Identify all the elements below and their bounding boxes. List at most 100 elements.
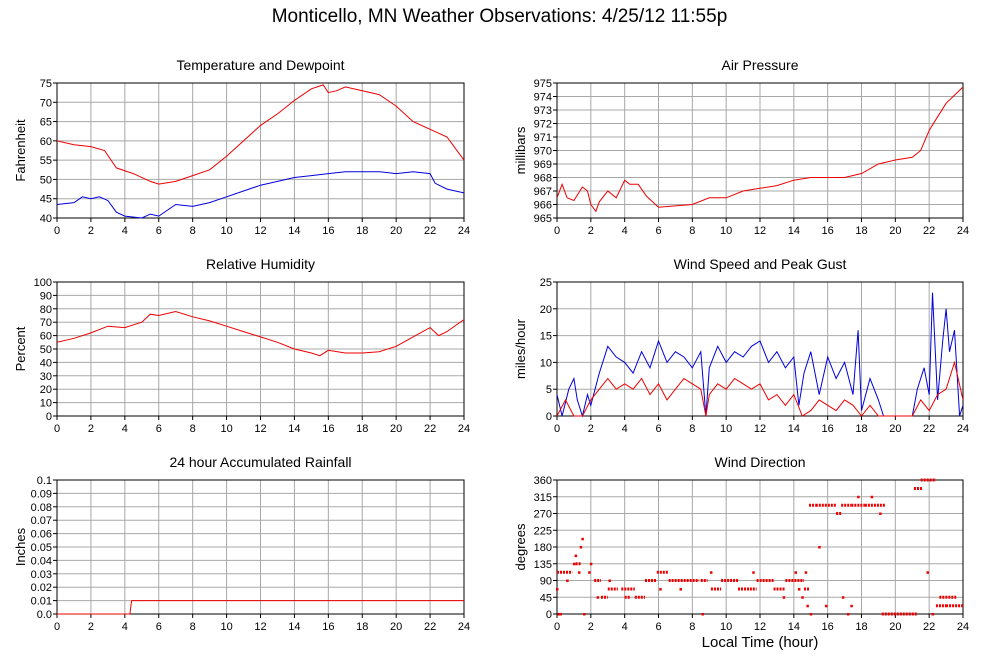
direction-point xyxy=(841,596,845,599)
x-tick-label: 18 xyxy=(855,423,867,435)
x-tick-label: 24 xyxy=(957,423,969,435)
x-tick-label: 12 xyxy=(254,423,266,435)
direction-point xyxy=(809,613,813,616)
x-tick-label: 2 xyxy=(88,225,94,237)
rain-series-line-0 xyxy=(57,600,464,615)
y-axis-label: Fahrenheit xyxy=(13,119,28,182)
y-tick-label: 967 xyxy=(534,186,552,198)
direction-point xyxy=(931,613,935,616)
x-tick-label: 2 xyxy=(588,621,594,633)
x-tick-label: 20 xyxy=(889,621,901,633)
y-tick-label: 973 xyxy=(534,105,552,117)
y-tick-label: 0.0 xyxy=(37,609,52,621)
direction-point xyxy=(797,588,801,591)
y-axis-label: degrees xyxy=(513,523,528,570)
y-tick-label: 20 xyxy=(40,384,52,396)
x-tick-label: 16 xyxy=(322,225,334,237)
x-tick-label: 8 xyxy=(190,621,196,633)
y-tick-label: 65 xyxy=(40,117,52,129)
y-tick-label: 180 xyxy=(534,542,552,554)
x-tick-label: 18 xyxy=(855,621,867,633)
x-tick-label: 0 xyxy=(54,225,60,237)
direction-point xyxy=(806,604,809,608)
y-tick-label: 70 xyxy=(40,317,52,329)
y-tick-label: 90 xyxy=(40,290,52,302)
y-tick-label: 970 xyxy=(534,146,552,158)
x-tick-label: 6 xyxy=(655,423,661,435)
y-axis-label: Inches xyxy=(13,527,28,566)
x-tick-label: 4 xyxy=(622,423,628,435)
x-tick-label: 24 xyxy=(458,621,470,633)
y-tick-label: 0.03 xyxy=(31,569,52,581)
direction-point xyxy=(801,596,804,599)
temp-series-line-1 xyxy=(57,171,464,219)
x-tick-label: 22 xyxy=(923,225,935,237)
x-tick-label: 8 xyxy=(689,225,695,237)
x-tick-label: 2 xyxy=(88,423,94,435)
y-tick-label: 55 xyxy=(40,155,52,167)
wind-series-line-0 xyxy=(557,292,963,417)
direction-point xyxy=(557,613,561,616)
wind-series-line-1 xyxy=(557,360,963,417)
y-tick-label: 30 xyxy=(40,371,52,383)
direction-point xyxy=(926,571,929,574)
y-tick-label: 0.07 xyxy=(31,515,52,527)
x-tick-label: 12 xyxy=(754,621,766,633)
direction-point xyxy=(579,546,583,549)
x-tick-label: 10 xyxy=(720,423,732,435)
y-axis-label: millibars xyxy=(513,126,528,174)
direction-point xyxy=(559,613,562,616)
y-tick-label: 60 xyxy=(40,136,52,148)
y-tick-label: 50 xyxy=(40,344,52,356)
x-tick-label: 0 xyxy=(554,621,560,633)
temp-series-line-0 xyxy=(57,84,464,185)
x-tick-label: 10 xyxy=(220,621,232,633)
pressure-series-line-0 xyxy=(557,86,963,213)
x-tick-label: 0 xyxy=(554,423,560,435)
x-tick-label: 12 xyxy=(754,225,766,237)
direction-point xyxy=(608,579,611,582)
x-tick-label: 12 xyxy=(254,225,266,237)
direction-point xyxy=(870,495,874,499)
x-tick-label: 4 xyxy=(122,423,128,435)
y-tick-label: 974 xyxy=(534,92,552,104)
chart-title: Wind Direction xyxy=(714,454,805,470)
x-axis-label: Local Time (hour) xyxy=(701,634,819,651)
x-tick-label: 22 xyxy=(424,225,436,237)
x-tick-label: 0 xyxy=(54,423,60,435)
y-tick-label: 45 xyxy=(540,592,552,604)
y-tick-label: 40 xyxy=(40,213,52,225)
direction-point xyxy=(794,571,798,574)
y-tick-label: 0.08 xyxy=(31,502,52,514)
x-tick-label: 18 xyxy=(356,225,368,237)
x-tick-label: 4 xyxy=(122,621,128,633)
y-tick-label: 965 xyxy=(534,213,552,225)
x-tick-label: 14 xyxy=(788,423,800,435)
y-tick-label: 75 xyxy=(40,78,52,90)
direction-point xyxy=(679,588,682,591)
y-tick-label: 969 xyxy=(534,159,552,171)
x-tick-label: 8 xyxy=(190,423,196,435)
x-tick-label: 16 xyxy=(822,621,834,633)
y-tick-label: 60 xyxy=(40,331,52,343)
x-tick-label: 22 xyxy=(923,423,935,435)
x-tick-label: 14 xyxy=(288,621,300,633)
x-tick-label: 18 xyxy=(855,225,867,237)
x-tick-label: 0 xyxy=(554,225,560,237)
x-tick-label: 10 xyxy=(720,621,732,633)
y-tick-label: 971 xyxy=(534,132,552,144)
direction-point xyxy=(659,588,662,591)
x-tick-label: 24 xyxy=(458,225,470,237)
direction-point xyxy=(588,571,591,574)
x-tick-label: 22 xyxy=(424,621,436,633)
y-tick-label: 968 xyxy=(534,173,552,185)
x-tick-label: 22 xyxy=(424,423,436,435)
direction-point xyxy=(782,596,786,599)
y-tick-label: 0 xyxy=(46,411,52,423)
chart-title: Temperature and Dewpoint xyxy=(176,57,344,73)
y-tick-label: 975 xyxy=(534,78,552,90)
y-tick-label: 0 xyxy=(546,609,552,621)
y-tick-label: 0.06 xyxy=(31,529,52,541)
